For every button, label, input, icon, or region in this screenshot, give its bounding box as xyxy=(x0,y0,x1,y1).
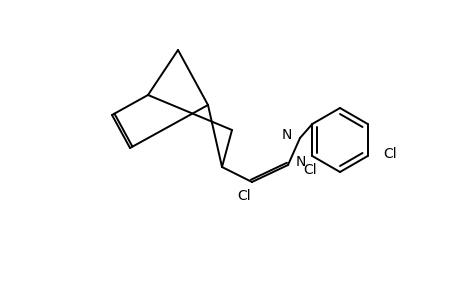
Text: Cl: Cl xyxy=(237,189,250,203)
Text: Cl: Cl xyxy=(383,147,397,161)
Text: N: N xyxy=(281,128,291,142)
Text: N: N xyxy=(295,155,306,169)
Text: Cl: Cl xyxy=(303,163,316,177)
